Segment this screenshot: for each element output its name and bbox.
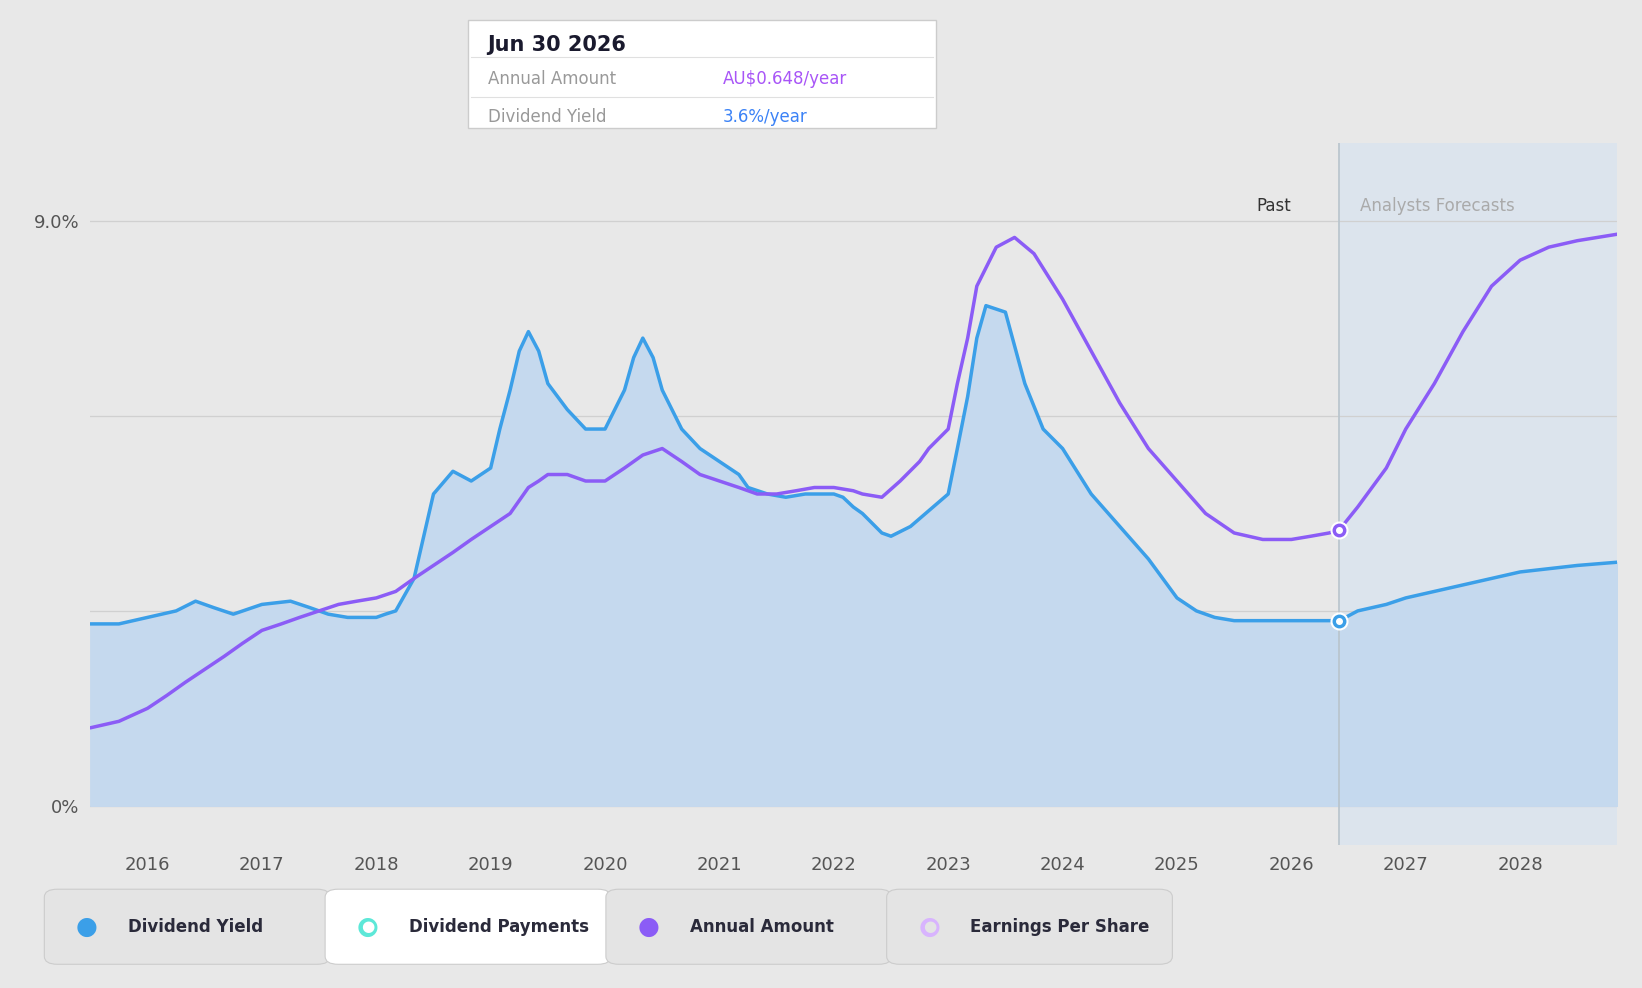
Text: ●: ●	[923, 919, 936, 935]
Text: ●: ●	[918, 915, 941, 939]
Text: Analysts Forecasts: Analysts Forecasts	[1360, 197, 1516, 214]
Text: ●: ●	[361, 919, 374, 935]
Text: AU$0.648/year: AU$0.648/year	[722, 70, 847, 88]
Text: 3.6%/year: 3.6%/year	[722, 108, 808, 125]
Text: Dividend Yield: Dividend Yield	[128, 918, 263, 936]
Text: Dividend Payments: Dividend Payments	[409, 918, 589, 936]
Text: Dividend Yield: Dividend Yield	[488, 108, 606, 125]
Text: ●: ●	[76, 915, 99, 939]
Text: Annual Amount: Annual Amount	[690, 918, 834, 936]
Text: ●: ●	[637, 915, 660, 939]
Text: ●: ●	[356, 915, 379, 939]
Text: Jun 30 2026: Jun 30 2026	[488, 35, 627, 54]
Text: Past: Past	[1256, 197, 1291, 214]
Text: Earnings Per Share: Earnings Per Share	[970, 918, 1149, 936]
Text: Annual Amount: Annual Amount	[488, 70, 616, 88]
Bar	[1340, 143, 1617, 845]
